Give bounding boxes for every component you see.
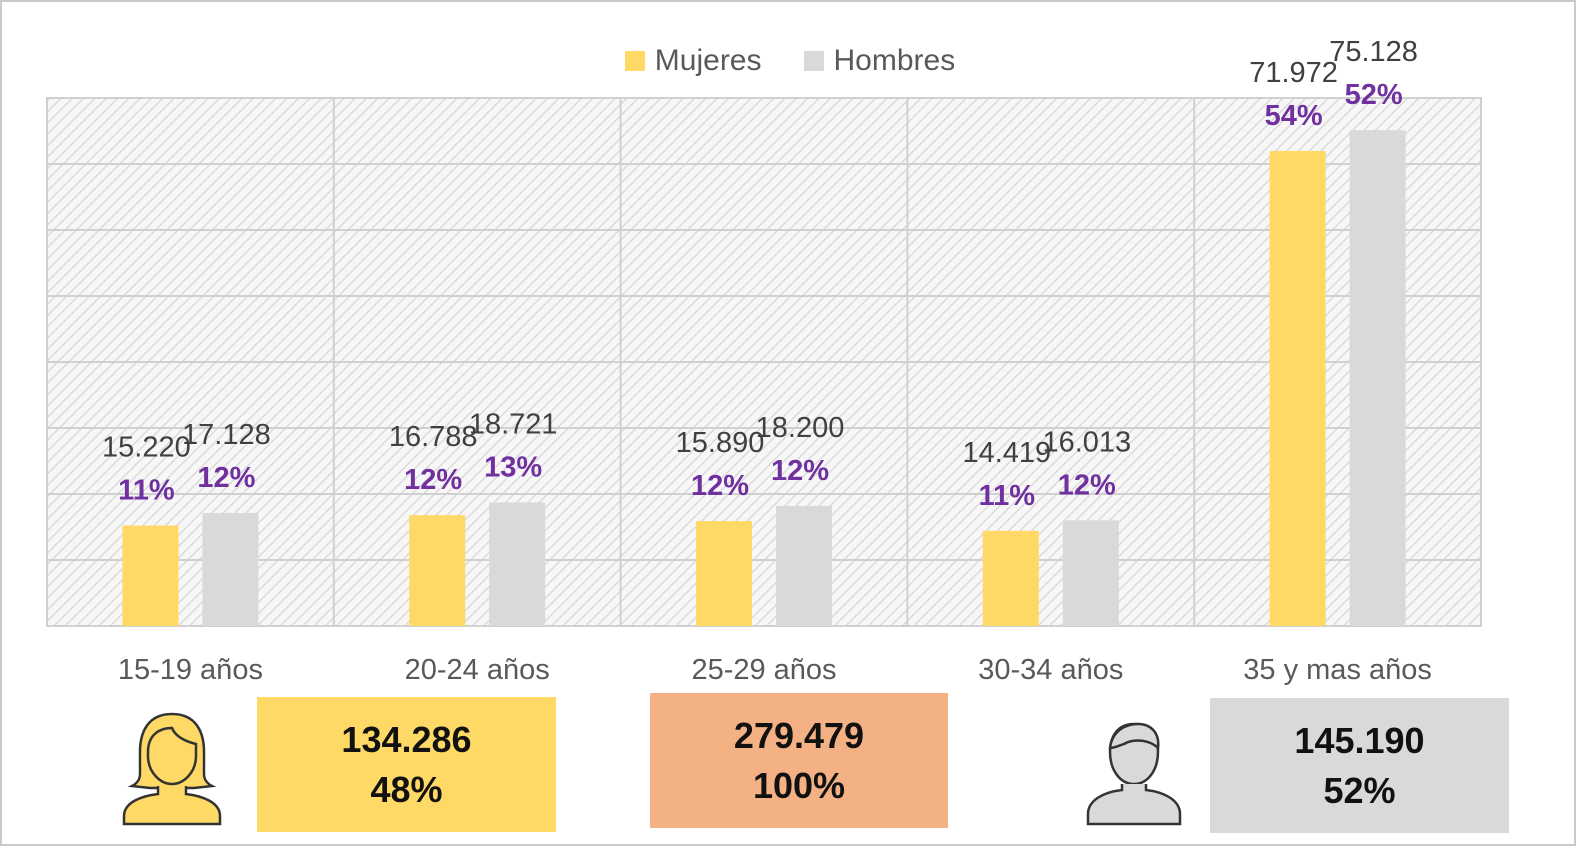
value-label: 75.128 — [1329, 36, 1418, 68]
woman-icon — [122, 712, 222, 826]
legend-item-hombres: Hombres — [803, 44, 956, 78]
x-tick-labels: 15-19 años 20-24 años 25-29 años 30-34 años… — [118, 654, 1432, 686]
x-tick-label: 30-34 años — [978, 654, 1123, 686]
x-tick-label: 35 y mas años — [1243, 654, 1432, 686]
pct-label: 52% — [1345, 79, 1403, 111]
bar-mujeres-0 — [122, 525, 179, 626]
value-label: 14.419 — [962, 437, 1051, 469]
pct-label: 12% — [1058, 469, 1116, 501]
legend-label-mujeres: Mujeres — [654, 44, 762, 77]
pct-label: 11% — [979, 480, 1036, 512]
pct-label: 13% — [484, 451, 542, 483]
value-label: 16.788 — [389, 421, 478, 453]
bar-mujeres-4 — [1269, 150, 1326, 626]
grand-total-box: 279.479 100% — [650, 693, 948, 828]
grand-total-pct: 100% — [752, 764, 846, 806]
data-labels: 15.22011%17.12812%16.78812%18.72113%15.8… — [102, 36, 1418, 512]
legend-swatch-mujeres — [624, 51, 645, 71]
value-label: 71.972 — [1249, 57, 1338, 89]
women-total-box: 134.286 48% — [257, 697, 556, 832]
legend-item-mujeres: Mujeres — [624, 44, 762, 78]
legend-swatch-hombres — [803, 51, 824, 71]
x-tick-label: 25-29 años — [691, 654, 836, 686]
men-total-box: 145.190 52% — [1210, 698, 1509, 833]
women-total-value: 134.286 — [341, 718, 472, 760]
legend-label-hombres: Hombres — [833, 44, 956, 77]
bar-mujeres-1 — [409, 515, 466, 626]
men-total-value: 145.190 — [1294, 719, 1425, 761]
value-label: 15.890 — [676, 427, 765, 459]
value-label: 18.721 — [469, 408, 558, 440]
bar-hombres-0 — [202, 512, 259, 626]
pct-label: 12% — [197, 462, 255, 494]
men-total-pct: 52% — [1323, 769, 1396, 811]
gridlines — [47, 98, 1481, 626]
bar-chart: 15.22011%17.12812%16.78812%18.72113%15.8… — [46, 36, 1482, 686]
pct-label: 11% — [118, 475, 175, 507]
x-tick-label: 15-19 años — [118, 654, 263, 686]
man-icon — [1086, 722, 1182, 826]
value-label: 17.128 — [182, 419, 271, 451]
women-total-pct: 48% — [370, 768, 443, 810]
pct-label: 12% — [771, 455, 829, 487]
bar-mujeres-2 — [696, 521, 752, 626]
bar-hombres-3 — [1062, 520, 1119, 626]
pct-label: 12% — [691, 470, 749, 502]
value-label: 15.220 — [102, 432, 191, 464]
x-tick-label: 20-24 años — [405, 654, 550, 686]
legend: Mujeres Hombres — [0, 44, 1580, 78]
grand-total-value: 279.479 — [733, 714, 865, 756]
value-label: 16.013 — [1042, 426, 1131, 458]
value-label: 18.200 — [756, 412, 845, 444]
bar-hombres-1 — [489, 502, 546, 626]
pct-label: 12% — [404, 464, 462, 496]
bar-mujeres-3 — [982, 530, 1039, 626]
bars — [122, 130, 1406, 626]
bar-hombres-2 — [776, 505, 832, 626]
pct-label: 54% — [1265, 100, 1323, 132]
bar-hombres-4 — [1349, 130, 1406, 626]
